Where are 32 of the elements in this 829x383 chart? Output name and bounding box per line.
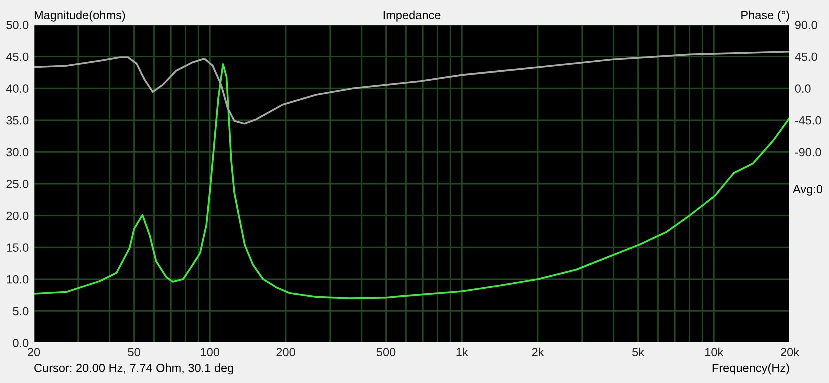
- y-tick-label: 30.0: [6, 148, 29, 157]
- x-tick-label: 100: [201, 348, 220, 357]
- x-tick-label: 2k: [532, 348, 544, 356]
- y2-tick-label: -45.0: [795, 116, 822, 125]
- y-tick-label: 10.0: [7, 275, 29, 284]
- y-axis-title: Magnitude(ohms): [34, 10, 126, 22]
- y-tick-label: 5.0: [13, 307, 29, 316]
- x-tick-label: 50: [128, 348, 140, 357]
- y2-tick-label: -90.0: [795, 148, 822, 157]
- chart-title: Impedance: [384, 10, 441, 22]
- x-tick-label: 5k: [632, 348, 645, 357]
- y-tick-label: 40.0: [6, 84, 29, 93]
- y-tick-label: 0.0: [13, 339, 29, 348]
- x-tick-label: 200: [276, 348, 296, 357]
- y2-tick-label: 0.0: [795, 84, 811, 93]
- x-tick-label: 500: [376, 348, 396, 357]
- x-axis-title: Frequency(Hz): [712, 364, 790, 375]
- x-tick-label: 20: [28, 348, 40, 357]
- x-tick-label: 10k: [706, 348, 724, 357]
- x-tick-label: 20k: [781, 348, 800, 357]
- text: Avg:0: [793, 185, 823, 196]
- x-tick-label: 1k: [456, 348, 468, 356]
- y-tick-label: 45.0: [6, 52, 29, 62]
- y-tick-label: 35.0: [6, 116, 29, 125]
- y2-axis-title: Phase (°): [742, 10, 790, 22]
- y2-tick-label: 45.0: [795, 52, 818, 62]
- y2-tick-label: 90.0: [795, 21, 818, 30]
- y-tick-label: 15.0: [7, 244, 29, 252]
- y-tick-label: 20.0: [6, 212, 29, 220]
- y-tick-label: 25.0: [6, 180, 29, 188]
- text: Cursor: 20.00 Hz, 7.74 Ohm, 30.1 deg: [34, 364, 234, 375]
- y-tick-label: 50.0: [6, 21, 29, 30]
